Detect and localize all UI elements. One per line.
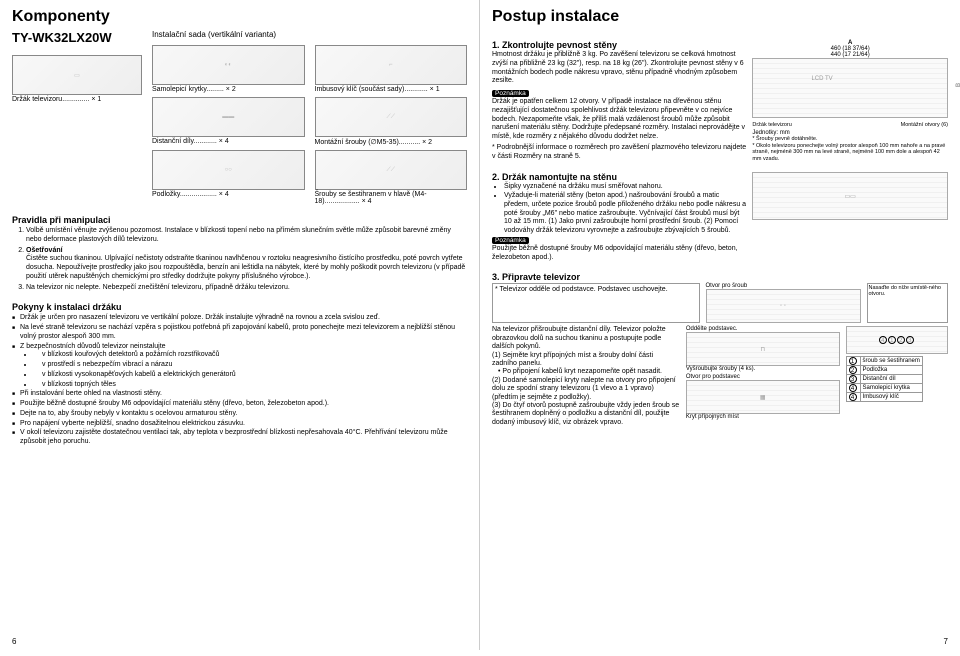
- tv-front-diagram: ◦ ◦: [706, 289, 861, 323]
- install-item: Dejte na to, aby šrouby nebyly v kontakt…: [12, 410, 467, 419]
- comp-name: Montážní šrouby (∅M5-35): [315, 139, 399, 146]
- install-item: Z bezpečnostních důvodů televizor neinst…: [12, 343, 467, 390]
- install-item: Použijte běžně dostupné šrouby M6 odpoví…: [12, 400, 467, 409]
- component-image: ▬▬: [152, 97, 305, 137]
- handling-item: Volbě umístění věnujte zvýšenou pozornos…: [26, 227, 467, 245]
- comp-qty: × 2: [226, 86, 236, 93]
- component-image: ⟋⟋: [315, 150, 468, 190]
- dimension-diagram: LCD TV B: [752, 58, 948, 118]
- step1-body: Hmotnost držáku je přibližně 3 kg. Po za…: [492, 51, 746, 86]
- model-number: TY-WK32LX20W: [12, 30, 142, 45]
- comp-qty: × 2: [422, 139, 432, 146]
- install-guide-title: Pokyny k instalaci držáku: [12, 302, 467, 312]
- comp-qty: × 1: [91, 96, 101, 103]
- comp-qty: × 1: [430, 86, 440, 93]
- handling-title: Pravidla při manipulaci: [12, 215, 467, 225]
- comp-qty: × 4: [219, 138, 229, 145]
- install-item: Pro napájení vyberte nejbližší, snadno d…: [12, 420, 467, 429]
- comp-name: Distanční díly: [152, 138, 194, 145]
- component-image: ⟋⟋: [315, 97, 468, 137]
- handling-item: Ošetřování Čistěte suchou tkaninou. Ulpí…: [26, 247, 467, 282]
- install-list: Držák je určen pro nasazení televizoru v…: [12, 314, 467, 447]
- component-image: ⌐: [315, 45, 468, 85]
- dim-note: * Šrouby pevně dotáhněte. * Okolo televi…: [752, 136, 948, 162]
- page-number: 6: [12, 637, 16, 646]
- step1-note: Držák je opatřen celkem 12 otvory. V pří…: [492, 98, 746, 142]
- component-image: ○○: [152, 150, 305, 190]
- rear-diagram: ▦: [686, 380, 840, 414]
- comp-qty: × 4: [362, 198, 372, 205]
- comp-name: Držák televizoru: [12, 96, 62, 103]
- set-desc: Instalační sada (vertikální varianta): [152, 30, 467, 39]
- page-number: 7: [944, 637, 948, 646]
- step1-note2: * Podrobnější informace o rozměrech pro …: [492, 144, 746, 162]
- note-tag: Poznámka: [492, 90, 529, 97]
- screw-detail-diagram: 4123: [846, 326, 948, 354]
- comp-name: Podložky: [152, 191, 180, 198]
- component-image: ▭: [12, 55, 142, 95]
- note-tag: Poznámka: [492, 237, 529, 244]
- handling-item: Na televizor nic nelepte. Nebezpečí zneč…: [26, 284, 467, 293]
- install-item: Držák je určen pro nasazení televizoru v…: [12, 314, 467, 323]
- install-item: Při instalování berte ohled na vlastnost…: [12, 390, 467, 399]
- bracket-diagram: ▭▭: [752, 172, 948, 220]
- note-nasadte: Nasaďte do níže umístě-ného otvoru.: [867, 283, 949, 323]
- right-title: Postup instalace: [492, 8, 948, 26]
- step2-title: 2. Držák namontujte na stěnu: [492, 172, 746, 182]
- handling-list: Volbě umístění věnujte zvýšenou pozornos…: [12, 227, 467, 292]
- left-title: Komponenty: [12, 8, 467, 26]
- install-item: Na levé straně televizoru se nachází vzp…: [12, 324, 467, 342]
- comp-name: Imbusový klíč (součást sady): [315, 86, 405, 93]
- component-image: ◐◐: [152, 45, 305, 85]
- stand-diagram: ⊓: [686, 332, 840, 366]
- step3-title: 3. Připravte televizor: [492, 272, 948, 282]
- key-table: 1šroub se šestihranem 2Podložka 3Distanč…: [846, 356, 923, 402]
- install-item: V okolí televizoru zajistěte dostatečnou…: [12, 429, 467, 447]
- comp-qty: × 4: [219, 191, 229, 198]
- step1-title: 1. Zkontrolujte pevnost stěny: [492, 40, 746, 50]
- comp-name: Samolepicí krytky: [152, 86, 206, 93]
